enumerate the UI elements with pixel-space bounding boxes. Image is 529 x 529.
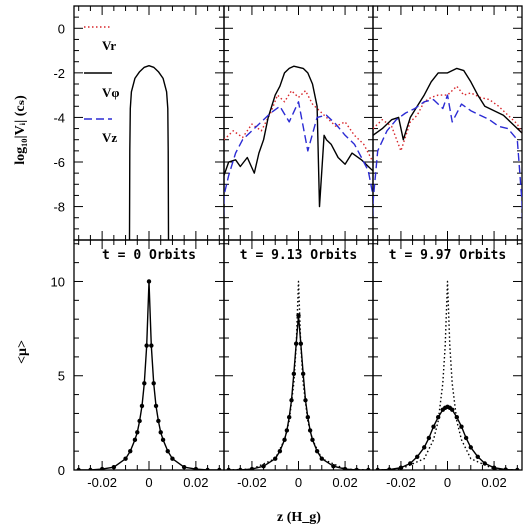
data-point xyxy=(450,407,454,411)
x-tick-label: 0 xyxy=(295,475,302,490)
data-point xyxy=(459,424,463,428)
data-point xyxy=(76,468,80,472)
data-point xyxy=(170,456,174,460)
series-group xyxy=(375,282,519,473)
panel-bottom-middle: -0.02 0 0.02 t = 9.13 Orbits xyxy=(224,240,373,490)
x-tick-label: -0.02 xyxy=(237,475,267,490)
data-point xyxy=(144,343,148,347)
series-line-solid-with-markers xyxy=(378,407,518,470)
series-group xyxy=(130,66,169,240)
data-point xyxy=(427,436,431,440)
panel-top-left: 0 -2 -4 -6 -8 xyxy=(53,6,224,240)
data-point xyxy=(415,455,419,459)
legend-vphi-label: Vφ xyxy=(102,85,120,100)
x-tick-label: -0.02 xyxy=(87,475,117,490)
bottom-ylabel: <μ> xyxy=(15,340,30,364)
data-point xyxy=(133,438,137,442)
data-point xyxy=(166,449,170,453)
panel-top-middle xyxy=(223,6,374,240)
x-tick-label: 0 xyxy=(444,475,451,490)
panel-frame xyxy=(373,240,522,470)
x-tick-label: 0.02 xyxy=(332,475,357,490)
series-line-Vz xyxy=(223,102,374,240)
data-point xyxy=(147,279,151,283)
data-point xyxy=(128,449,132,453)
x-tick-label: 0.02 xyxy=(183,475,208,490)
series-line-dotted xyxy=(378,282,518,471)
y-tick-label: 0 xyxy=(58,463,65,478)
data-point xyxy=(205,468,209,472)
data-point xyxy=(469,445,473,449)
data-point xyxy=(282,438,286,442)
data-point xyxy=(217,468,221,472)
y-tick-label: -6 xyxy=(53,155,65,170)
data-point xyxy=(88,468,92,472)
data-point xyxy=(140,404,144,408)
panels: 0 -2 -4 -6 -8 0 5 10 -0.02 0 0.02 t = 0 Orbits -0.02… xyxy=(51,6,524,490)
data-point xyxy=(142,381,146,385)
data-point xyxy=(161,438,165,442)
series-line-dotted xyxy=(229,282,369,471)
panel-frame xyxy=(224,240,373,470)
y-tick-label: 10 xyxy=(51,274,65,289)
data-point xyxy=(261,464,265,468)
panel-top-right xyxy=(372,6,523,240)
data-point xyxy=(156,419,160,423)
y-tick-label: -2 xyxy=(53,66,65,81)
series-group xyxy=(223,66,374,240)
legend-vz-label: Vz xyxy=(102,130,117,145)
data-point xyxy=(431,424,435,428)
y-tick-label: 0 xyxy=(58,21,65,36)
panel-title: t = 9.97 Orbits xyxy=(389,248,506,263)
series-line-Vz xyxy=(372,95,523,240)
data-point xyxy=(182,465,186,469)
data-point xyxy=(149,343,153,347)
panel-bottom-left: 0 5 10 -0.02 0 0.02 t = 0 Orbits xyxy=(51,240,224,490)
data-point xyxy=(123,456,127,460)
legend: Vr Vφ Vz xyxy=(84,27,120,145)
series-line-solid-with-markers xyxy=(229,315,369,470)
top-ylabel: log₁₀|Vᵢ| (cₛ) xyxy=(13,95,28,165)
series-group xyxy=(226,282,370,473)
series-group xyxy=(372,68,523,240)
data-point xyxy=(331,464,335,468)
data-point xyxy=(422,445,426,449)
data-point xyxy=(137,419,141,423)
panel-bottom-right: -0.02 0 0.02 t = 9.97 Orbits xyxy=(373,240,522,490)
data-point xyxy=(151,381,155,385)
data-point xyxy=(154,404,158,408)
x-tick-label: 0 xyxy=(145,475,152,490)
data-point xyxy=(476,455,480,459)
x-tick-label: 0.02 xyxy=(481,475,506,490)
xlabel: z (H_g) xyxy=(277,510,321,525)
legend-vr-label: Vr xyxy=(102,38,116,53)
panel-frame xyxy=(74,240,224,470)
data-point xyxy=(135,430,139,434)
series-line-Vφ xyxy=(373,68,522,139)
data-point xyxy=(159,430,163,434)
panel-title: t = 0 Orbits xyxy=(102,248,196,263)
y-tick-label: -8 xyxy=(53,200,65,215)
series-line-Vφ xyxy=(130,66,169,240)
data-point xyxy=(112,465,116,469)
panel-frame xyxy=(74,6,224,240)
series-group xyxy=(76,279,221,472)
data-point xyxy=(464,436,468,440)
panel-frame xyxy=(373,6,522,240)
y-tick-label: 5 xyxy=(58,369,65,384)
series-line-solid-with-markers xyxy=(79,282,220,471)
panel-frame xyxy=(224,6,373,240)
y-tick-label: -4 xyxy=(53,110,65,125)
x-tick-label: -0.02 xyxy=(386,475,416,490)
panel-title: t = 9.13 Orbits xyxy=(240,248,357,263)
